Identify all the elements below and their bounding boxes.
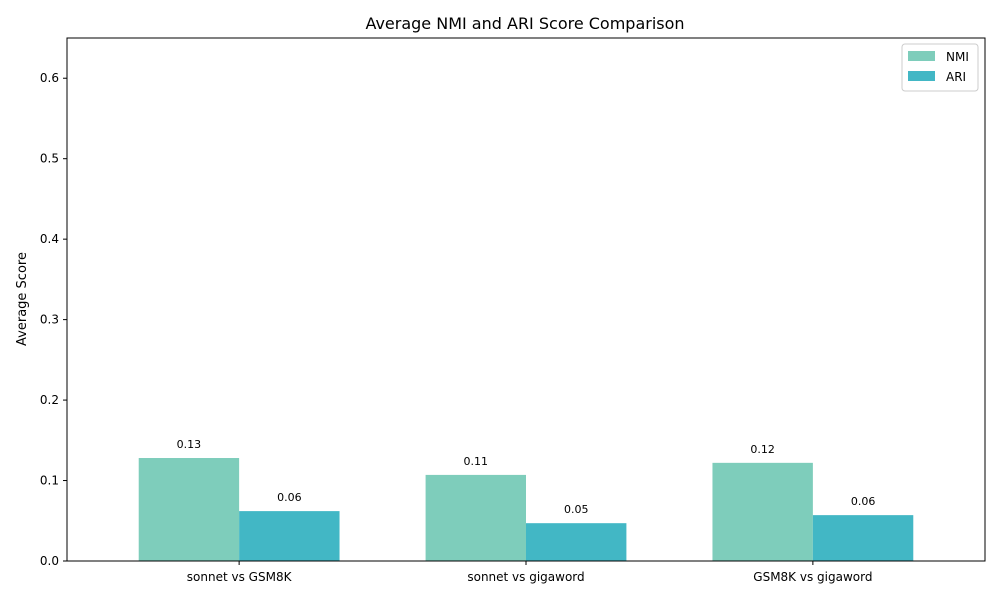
bar-ari <box>812 515 914 561</box>
y-tick-label: 0.5 <box>40 152 59 166</box>
bar-value-label: 0.06 <box>277 491 302 504</box>
legend-label-ari: ARI <box>946 70 966 84</box>
y-tick-label: 0.6 <box>40 71 59 85</box>
y-tick-label: 0.2 <box>40 393 59 407</box>
legend-label-nmi: NMI <box>946 50 969 64</box>
chart-title: Average NMI and ARI Score Comparison <box>365 14 684 33</box>
y-axis-label: Average Score <box>15 252 30 346</box>
y-tick-label: 0.1 <box>40 474 59 488</box>
bar-nmi <box>712 462 813 561</box>
y-tick-label: 0.0 <box>40 554 59 568</box>
y-tick-label: 0.3 <box>40 313 59 327</box>
bar-value-label: 0.06 <box>851 495 876 508</box>
bar-value-label: 0.13 <box>177 438 202 451</box>
bar-ari <box>526 523 627 561</box>
plot-area: 0.13 0.11 0.12 0.06 0.05 0.06 0.0 0.1 0.2 0.3 0.4 0… <box>40 37 986 584</box>
x-tick-label: sonnet vs gigaword <box>467 570 584 584</box>
x-tick-label: sonnet vs GSM8K <box>187 570 293 584</box>
bar-value-label: 0.05 <box>564 503 589 516</box>
x-tick-label: GSM8K vs gigaword <box>753 570 872 584</box>
bar-value-label: 0.12 <box>750 443 775 456</box>
legend-swatch-nmi <box>908 51 935 61</box>
legend-swatch-ari <box>908 71 935 81</box>
bar-nmi <box>425 474 526 561</box>
bar-ari <box>239 511 340 561</box>
bar-nmi <box>138 458 240 561</box>
y-tick-label: 0.4 <box>40 232 59 246</box>
bar-value-label: 0.11 <box>464 455 489 468</box>
